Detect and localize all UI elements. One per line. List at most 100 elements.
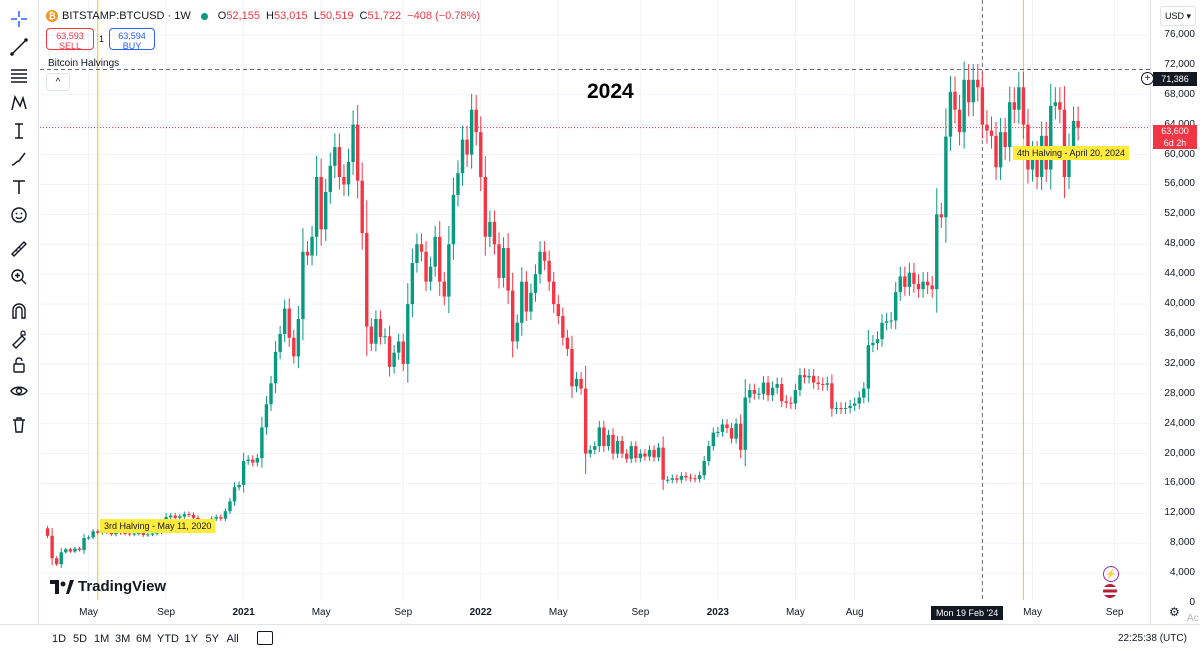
bottom-toolbar: 1D 5D 1M 3M 6M YTD 1Y 5Y All 22:25:38 (UTC) Ac [0, 613, 1200, 652]
unlock-icon[interactable] [6, 352, 32, 378]
candle-body [64, 549, 68, 553]
candle-body [524, 281, 529, 312]
symbol-name[interactable]: BITSTAMP:BTCUSD · 1W [62, 10, 191, 22]
brush-icon[interactable] [6, 146, 32, 172]
price-tick-label: 8,000 [1169, 537, 1195, 549]
candle-body [916, 283, 921, 290]
candle-body [953, 91, 957, 110]
price-tick-label: 40,000 [1164, 298, 1195, 310]
lightning-icon[interactable]: ⚡ [1103, 566, 1119, 582]
eye-icon[interactable] [6, 378, 32, 404]
candle-body [775, 384, 779, 388]
tradingview-logo[interactable]: TradingView [50, 578, 166, 595]
candle-body [1053, 102, 1058, 106]
candle-body [884, 321, 889, 323]
range-button-5d[interactable]: 5D [73, 633, 88, 645]
candle-body [260, 427, 264, 459]
candle-body [237, 484, 241, 488]
candle-body [921, 281, 925, 290]
time-tick-label: Sep [157, 607, 176, 618]
ruler-icon[interactable] [6, 236, 32, 262]
candle-body [319, 176, 323, 230]
range-button-1y[interactable]: 1Y [184, 633, 198, 645]
range-button-all[interactable]: All [226, 633, 239, 645]
lock-drawing-icon[interactable] [6, 326, 32, 352]
range-button-1d[interactable]: 1D [52, 633, 67, 645]
candle-body [387, 336, 392, 367]
candle-body [73, 548, 77, 552]
settings-gear-icon[interactable]: ⚙ [1169, 605, 1180, 619]
collapse-indicators-button[interactable]: ^ [46, 73, 70, 91]
time-tick-label: Sep [394, 607, 413, 618]
candle-body [620, 440, 624, 454]
text-icon[interactable] [6, 174, 32, 200]
range-button-3m[interactable]: 3M [115, 633, 131, 645]
time-tick-label: Sep [1105, 607, 1124, 618]
crosshair-icon[interactable] [6, 6, 32, 32]
candle-body [191, 514, 196, 518]
halving-3-label[interactable]: 3rd Halving - May 11, 2020 [100, 519, 216, 533]
trend-line-icon[interactable] [6, 34, 32, 60]
candle-body [666, 479, 670, 481]
range-button-1m[interactable]: 1M [94, 633, 110, 645]
candle-body [168, 515, 173, 518]
candle-body [770, 387, 775, 396]
candle-body [898, 276, 902, 293]
buy-button[interactable]: 63,594 BUY [109, 28, 155, 51]
year-annotation[interactable]: 2024 [587, 80, 634, 103]
bitcoin-icon: ₿ [46, 10, 58, 22]
candle-body [615, 440, 620, 454]
pattern-icon[interactable] [6, 90, 32, 116]
magnet-icon[interactable] [6, 298, 32, 324]
candle-body [465, 139, 469, 155]
date-range-picker-icon[interactable] [257, 631, 273, 645]
currency-selector[interactable]: USD ▾ [1160, 6, 1196, 26]
candle-body [652, 449, 656, 458]
candle-body [738, 423, 743, 450]
candle-body [383, 336, 387, 338]
candle-body [346, 162, 351, 185]
candle-body [565, 337, 570, 349]
crosshair-plus-icon[interactable]: + [1141, 72, 1154, 85]
candle-body [141, 532, 146, 536]
candle-body [871, 342, 875, 346]
range-button-ytd[interactable]: YTD [157, 633, 179, 645]
candle-body [77, 548, 82, 551]
candle-body [182, 514, 187, 517]
trash-icon[interactable] [6, 412, 32, 438]
candle-body [957, 109, 962, 133]
sell-button[interactable]: 63,593 SELL [46, 28, 94, 51]
candle-body [552, 281, 556, 305]
drawing-toolbar [0, 0, 39, 624]
text-cursor-icon[interactable] [6, 118, 32, 144]
candle-body [980, 87, 985, 125]
candle-body [360, 180, 364, 234]
range-button-6m[interactable]: 6M [136, 633, 152, 645]
price-tick-label: 0 [1189, 597, 1195, 609]
price-chart[interactable] [40, 0, 1150, 600]
candle-body [287, 308, 291, 338]
candle-body [68, 549, 73, 552]
fib-retracement-icon[interactable] [6, 62, 32, 88]
candle-body [597, 427, 602, 447]
emoji-icon[interactable] [6, 202, 32, 228]
price-axis[interactable]: USD ▾ 76,000 72,000 68,000 64,000 60,000 56,0… [1150, 0, 1200, 638]
range-button-5y[interactable]: 5Y [205, 633, 219, 645]
candle-body [866, 345, 871, 389]
us-flag-icon[interactable] [1103, 584, 1117, 598]
candle-body [830, 383, 834, 409]
time-tick-label: May [548, 607, 568, 618]
candle-body [228, 501, 232, 512]
candle-body [538, 251, 542, 275]
buy-label: BUY [122, 41, 142, 51]
crosshair-price-value: 71,386 [1161, 74, 1189, 84]
open-label: O [217, 10, 227, 22]
candle-body [702, 461, 706, 476]
ohlc-values: O52,155 H53,015 L50,519 C51,722 −408 (−0… [218, 10, 480, 22]
candle-body [606, 434, 611, 447]
clock-time[interactable]: 22:25:38 (UTC) [1118, 633, 1187, 644]
candle-body [324, 191, 328, 230]
halving-4-label[interactable]: 4th Halving - April 20, 2024 [1013, 146, 1130, 160]
zoom-in-icon[interactable] [6, 264, 32, 290]
indicator-name[interactable]: Bitcoin Halvings [48, 58, 120, 69]
